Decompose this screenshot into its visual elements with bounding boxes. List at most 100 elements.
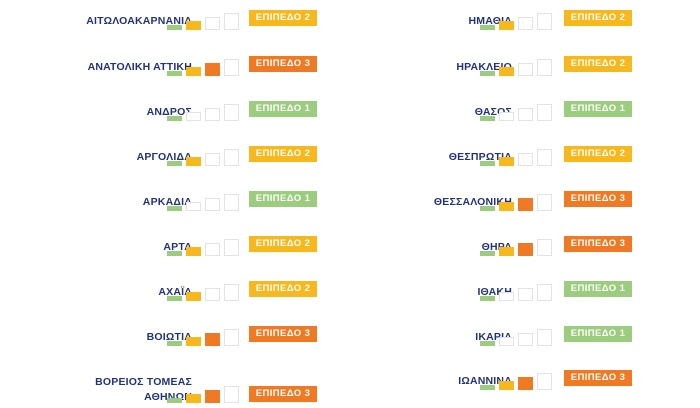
level-bar: [518, 288, 533, 301]
level-bar: [167, 206, 182, 211]
level-indicator: [167, 236, 241, 256]
region-row: ΘΗΡΑ ΕΠΙΠΕΔΟ 3: [340, 236, 640, 260]
level-badge: ΕΠΙΠΕΔΟ 3: [564, 370, 632, 386]
level-indicator: [480, 326, 554, 346]
level-bar: [518, 333, 533, 346]
level-bar: [205, 108, 220, 121]
level-bar: [186, 202, 201, 211]
level-indicator: [167, 101, 241, 121]
level-bar: [518, 198, 533, 211]
level-bar: [186, 67, 201, 76]
region-name: ΒΟΙΩΤΙΑ: [146, 331, 192, 343]
level-bar: [224, 194, 239, 211]
region-row: ΑΝΔΡΟΣ ΕΠΙΠΕΔΟ 1: [0, 101, 330, 125]
level-badge: ΕΠΙΠΕΔΟ 2: [249, 236, 317, 252]
region-row: ΙΘΑΚΗ ΕΠΙΠΕΔΟ 1: [340, 281, 640, 305]
level-bar: [167, 161, 182, 166]
level-bar: [186, 112, 201, 121]
level-indicator: [167, 191, 241, 211]
level-badge: ΕΠΙΠΕΔΟ 1: [564, 326, 632, 342]
level-bar: [480, 161, 495, 166]
level-bar: [537, 284, 552, 301]
level-bar: [167, 71, 182, 76]
level-bar: [167, 251, 182, 256]
level-bar: [518, 17, 533, 30]
level-badge: ΕΠΙΠΕΔΟ 3: [249, 326, 317, 342]
level-bar: [167, 25, 182, 30]
level-bar: [186, 337, 201, 346]
region-row: ΑΧΑΪΑ ΕΠΙΠΕΔΟ 2: [0, 281, 330, 305]
level-badge: ΕΠΙΠΕΔΟ 2: [564, 146, 632, 162]
level-bar: [224, 284, 239, 301]
region-row: ΙΚΑΡΙΑ ΕΠΙΠΕΔΟ 1: [340, 326, 640, 350]
level-bar: [224, 239, 239, 256]
level-bar: [224, 329, 239, 346]
level-bar: [480, 25, 495, 30]
region-row: ΘΑΣΟΣ ΕΠΙΠΕΔΟ 1: [340, 101, 640, 125]
level-badge: ΕΠΙΠΕΔΟ 1: [249, 191, 317, 207]
region-row: ΗΡΑΚΛΕΙΟ ΕΠΙΠΕΔΟ 2: [340, 56, 640, 80]
level-indicator: [167, 56, 241, 76]
level-badge: ΕΠΙΠΕΔΟ 2: [249, 146, 317, 162]
level-bar: [224, 386, 239, 403]
level-bar: [480, 206, 495, 211]
region-row: ΗΜΑΘΙΑ ΕΠΙΠΕΔΟ 2: [340, 10, 640, 34]
region-row: ΙΩΑΝΝΙΝΑ ΕΠΙΠΕΔΟ 3: [340, 370, 640, 394]
level-bar: [205, 390, 220, 403]
level-badge: ΕΠΙΠΕΔΟ 3: [249, 386, 317, 402]
level-bar: [537, 149, 552, 166]
level-bar: [537, 13, 552, 30]
level-bar: [518, 153, 533, 166]
level-bar: [167, 296, 182, 301]
level-indicator: [167, 10, 241, 30]
level-indicator: [480, 191, 554, 211]
region-name: ΑΡΓΟΛΙΔΑ: [136, 151, 192, 163]
level-badge: ΕΠΙΠΕΔΟ 1: [564, 281, 632, 297]
level-indicator: [167, 281, 241, 301]
level-bar: [167, 398, 182, 403]
region-row: ΒΟΡΕΙΟΣ ΤΟΜΕΑΣ ΑΘΗΝΩΝ ΕΠΙΠΕΔΟ 3: [0, 375, 330, 403]
region-row: ΑΝΑΤΟΛΙΚΗ ΑΤΤΙΚΗ ΕΠΙΠΕΔΟ 3: [0, 56, 330, 80]
level-bar: [205, 198, 220, 211]
level-badge: ΕΠΙΠΕΔΟ 2: [249, 10, 317, 26]
region-row: ΘΕΣΣΑΛΟΝΙΚΗ ΕΠΙΠΕΔΟ 3: [340, 191, 640, 215]
level-bar: [499, 337, 514, 346]
level-bar: [537, 239, 552, 256]
level-indicator: [167, 383, 241, 403]
level-bar: [186, 247, 201, 256]
level-bar: [205, 153, 220, 166]
level-bar: [224, 13, 239, 30]
level-indicator: [480, 56, 554, 76]
level-bar: [499, 112, 514, 121]
region-name: ΑΝΔΡΟΣ: [146, 106, 192, 118]
region-name: ΘΕΣΣΑΛΟΝΙΚΗ: [433, 196, 512, 208]
level-bar: [205, 333, 220, 346]
level-bar: [186, 21, 201, 30]
level-badge: ΕΠΙΠΕΔΟ 2: [249, 281, 317, 297]
level-bar: [205, 17, 220, 30]
region-name: ΙΩΑΝΝΙΝΑ: [458, 375, 512, 387]
level-bar: [224, 59, 239, 76]
region-name: ΑΡΤΑ: [163, 241, 192, 253]
level-bar: [499, 292, 514, 301]
region-row: ΒΟΙΩΤΙΑ ΕΠΙΠΕΔΟ 3: [0, 326, 330, 350]
level-bar: [518, 63, 533, 76]
level-bar: [480, 251, 495, 256]
level-bar: [205, 243, 220, 256]
level-bar: [499, 67, 514, 76]
region-row: ΑΡΤΑ ΕΠΙΠΕΔΟ 2: [0, 236, 330, 260]
region-row: ΑΡΓΟΛΙΔΑ ΕΠΙΠΕΔΟ 2: [0, 146, 330, 170]
level-bar: [537, 373, 552, 390]
level-bar: [499, 247, 514, 256]
level-bar: [499, 381, 514, 390]
level-bar: [537, 104, 552, 121]
level-badge: ΕΠΙΠΕΔΟ 2: [564, 56, 632, 72]
level-bar: [518, 377, 533, 390]
level-badge: ΕΠΙΠΕΔΟ 3: [564, 236, 632, 252]
level-badge: ΕΠΙΠΕΔΟ 1: [249, 101, 317, 117]
level-badge: ΕΠΙΠΕΔΟ 2: [564, 10, 632, 26]
level-indicator: [480, 236, 554, 256]
region-row: ΑΡΚΑΔΙΑ ΕΠΙΠΕΔΟ 1: [0, 191, 330, 215]
level-badge: ΕΠΙΠΕΔΟ 1: [564, 101, 632, 117]
level-bar: [480, 116, 495, 121]
